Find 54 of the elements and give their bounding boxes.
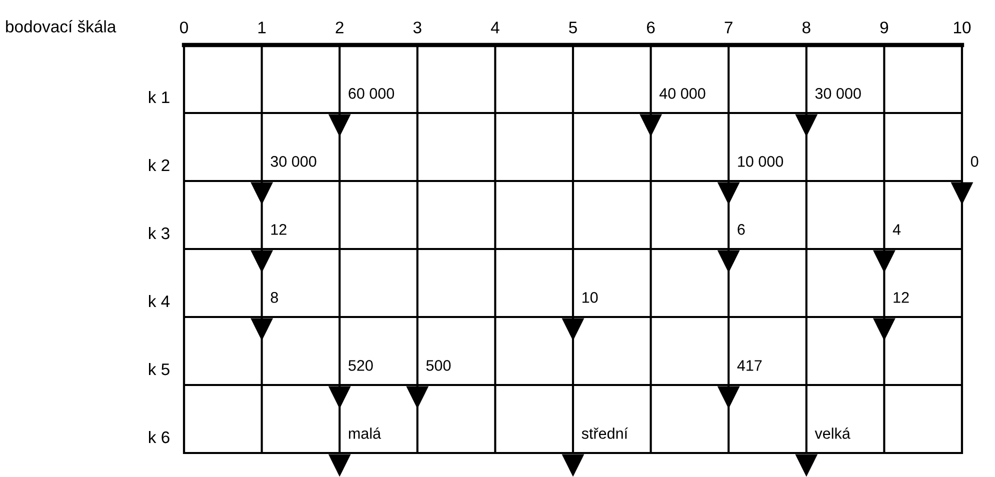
x-tick-label: 7 [724, 22, 732, 34]
x-tick-label: 1 [258, 22, 266, 34]
annotation: 60 000 [348, 88, 394, 99]
annotation: 4 [892, 224, 901, 235]
annotation: 6 [738, 224, 745, 235]
point [717, 182, 740, 205]
annotation: 10 [582, 292, 598, 303]
annotation: 520 [348, 360, 373, 371]
annotation: 10 000 [738, 156, 784, 167]
x-tick-label: 9 [880, 22, 888, 34]
x-tick-label: 2 [336, 22, 344, 34]
point [562, 454, 584, 477]
point [873, 318, 896, 341]
point [640, 114, 662, 137]
point [717, 250, 740, 273]
annotation: střední [582, 427, 628, 439]
y-tick-label: k 1 [149, 90, 170, 104]
point [328, 114, 351, 137]
y-tick-label: k 6 [149, 430, 170, 444]
annotation: malá [348, 427, 382, 439]
annotation: 30 000 [815, 88, 861, 99]
x-tick-label: 6 [647, 22, 655, 34]
y-tick-label: k 5 [149, 362, 170, 376]
x-tick-label: 0 [180, 22, 188, 34]
x-tick-label: 8 [802, 22, 810, 34]
point [950, 182, 974, 205]
point [328, 386, 351, 409]
annotation: 40 000 [659, 88, 706, 99]
annotation: 0 [970, 156, 978, 167]
y-tick-label: k 2 [149, 158, 170, 172]
x-tick-label: 5 [569, 22, 577, 34]
annotation: 12 [894, 292, 909, 303]
point [795, 454, 818, 477]
point [873, 250, 896, 273]
point [717, 386, 740, 409]
x-tick-label: 10 [954, 22, 971, 34]
annotation: velká [814, 427, 850, 439]
point [250, 182, 273, 205]
point [562, 318, 584, 341]
x-tick-label: 3 [413, 22, 422, 34]
annotation: 12 [271, 224, 286, 235]
annotation: 30 000 [270, 156, 316, 167]
x-axis-title: bodovací škála [6, 20, 116, 32]
point [795, 114, 818, 137]
annotation: 417 [737, 360, 762, 371]
y-tick-label: k 3 [149, 226, 170, 240]
point [406, 386, 429, 409]
annotation: 8 [270, 292, 278, 303]
point [328, 454, 351, 477]
annotation: 500 [426, 360, 451, 371]
y-tick-label: k 4 [149, 294, 170, 308]
x-tick-label: 4 [490, 22, 500, 34]
point [250, 318, 273, 341]
point [250, 250, 273, 273]
